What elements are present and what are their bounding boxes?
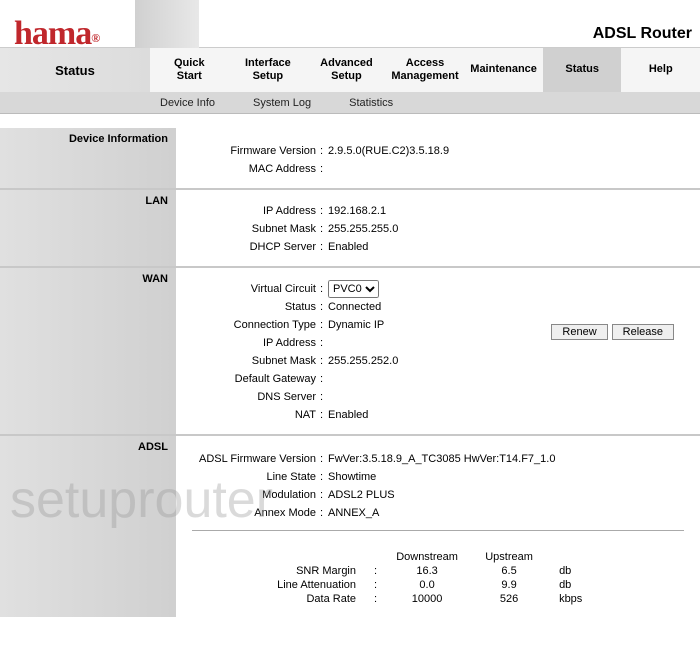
value-lan-dhcp: Enabled [328, 238, 694, 256]
logo-reg: ® [91, 31, 99, 45]
col-downstream: Downstream [387, 551, 467, 563]
label-lan-dhcp: DHCP Server [182, 238, 320, 256]
adsl-stats-table: Downstream Upstream SNR Margin: 16.3 6.5… [222, 549, 593, 607]
label-datarate: Data Rate [224, 593, 364, 605]
value-firmware: 2.9.5.0(RUE.C2)3.5.18.9 [328, 142, 694, 160]
subtab-statistics[interactable]: Statistics [349, 97, 393, 109]
subtab-system-log[interactable]: System Log [253, 97, 311, 109]
value-att-up: 9.9 [469, 579, 549, 591]
label-adsl-mod: Modulation [182, 486, 320, 504]
release-button[interactable]: Release [612, 324, 674, 340]
label-snr: SNR Margin [224, 565, 364, 577]
value-dr-down: 10000 [387, 593, 467, 605]
label-wan-nat: NAT [182, 406, 320, 424]
tab-help[interactable]: Help [621, 48, 700, 92]
value-dr-up: 526 [469, 593, 549, 605]
col-upstream: Upstream [469, 551, 549, 563]
value-adsl-mod: ADSL2 PLUS [328, 486, 694, 504]
unit-dr: kbps [551, 593, 591, 605]
label-wan-ip: IP Address [182, 334, 320, 352]
section-device-info: Firmware Version:2.9.5.0(RUE.C2)3.5.18.9… [176, 128, 700, 188]
router-title: ADSL Router [593, 25, 700, 47]
tab-quick-start[interactable]: QuickStart [150, 48, 229, 92]
value-wan-status: Connected [328, 298, 694, 316]
section-device-info-title: Device Information [0, 128, 176, 188]
tab-maintenance[interactable]: Maintenance [464, 48, 543, 92]
label-adsl-ls: Line State [182, 468, 320, 486]
value-lan-ip: 192.168.2.1 [328, 202, 694, 220]
unit-att: db [551, 579, 591, 591]
label-wan-mask: Subnet Mask [182, 352, 320, 370]
tab-status[interactable]: Status [543, 48, 622, 92]
section-wan: Virtual Circuit: PVC0 Status:Connected C… [176, 268, 700, 434]
subtab-device-info[interactable]: Device Info [160, 97, 215, 109]
tab-access-management[interactable]: AccessManagement [386, 48, 465, 92]
label-adsl-fw: ADSL Firmware Version [182, 450, 320, 468]
value-adsl-fw: FwVer:3.5.18.9_A_TC3085 HwVer:T14.F7_1.0 [328, 450, 694, 468]
value-wan-nat: Enabled [328, 406, 694, 424]
value-snr-down: 16.3 [387, 565, 467, 577]
label-adsl-annex: Annex Mode [182, 504, 320, 522]
section-adsl-title: ADSL [0, 436, 176, 617]
value-lan-mask: 255.255.255.0 [328, 220, 694, 238]
section-wan-title: WAN [0, 268, 176, 434]
label-att: Line Attenuation [224, 579, 364, 591]
value-att-down: 0.0 [387, 579, 467, 591]
tab-interface-setup[interactable]: InterfaceSetup [229, 48, 308, 92]
label-mac: MAC Address [182, 160, 320, 178]
label-wan-ct: Connection Type [182, 316, 320, 334]
renew-button[interactable]: Renew [551, 324, 607, 340]
logo-text: hama [14, 15, 91, 52]
label-lan-ip: IP Address [182, 202, 320, 220]
value-wan-gw [328, 370, 694, 388]
select-virtual-circuit[interactable]: PVC0 [328, 280, 379, 298]
logo: hama® [0, 15, 99, 53]
value-wan-dns [328, 388, 694, 406]
value-mac [328, 160, 694, 178]
tab-advanced-setup[interactable]: AdvancedSetup [307, 48, 386, 92]
section-adsl: ADSL Firmware Version:FwVer:3.5.18.9_A_T… [176, 436, 700, 617]
value-snr-up: 6.5 [469, 565, 549, 577]
label-lan-mask: Subnet Mask [182, 220, 320, 238]
page-title: Status [0, 48, 150, 92]
label-firmware: Firmware Version [182, 142, 320, 160]
label-wan-gw: Default Gateway [182, 370, 320, 388]
header-separator [135, 0, 199, 48]
label-wan-vc: Virtual Circuit [182, 280, 320, 298]
main-tabs: QuickStart InterfaceSetup AdvancedSetup … [150, 48, 700, 92]
value-adsl-annex: ANNEX_A [328, 504, 694, 522]
section-lan-title: LAN [0, 190, 176, 266]
label-wan-status: Status [182, 298, 320, 316]
unit-snr: db [551, 565, 591, 577]
value-wan-mask: 255.255.252.0 [328, 352, 694, 370]
label-wan-dns: DNS Server [182, 388, 320, 406]
sub-tabs: Device Info System Log Statistics [0, 92, 700, 114]
section-lan: IP Address:192.168.2.1 Subnet Mask:255.2… [176, 190, 700, 266]
value-adsl-ls: Showtime [328, 468, 694, 486]
